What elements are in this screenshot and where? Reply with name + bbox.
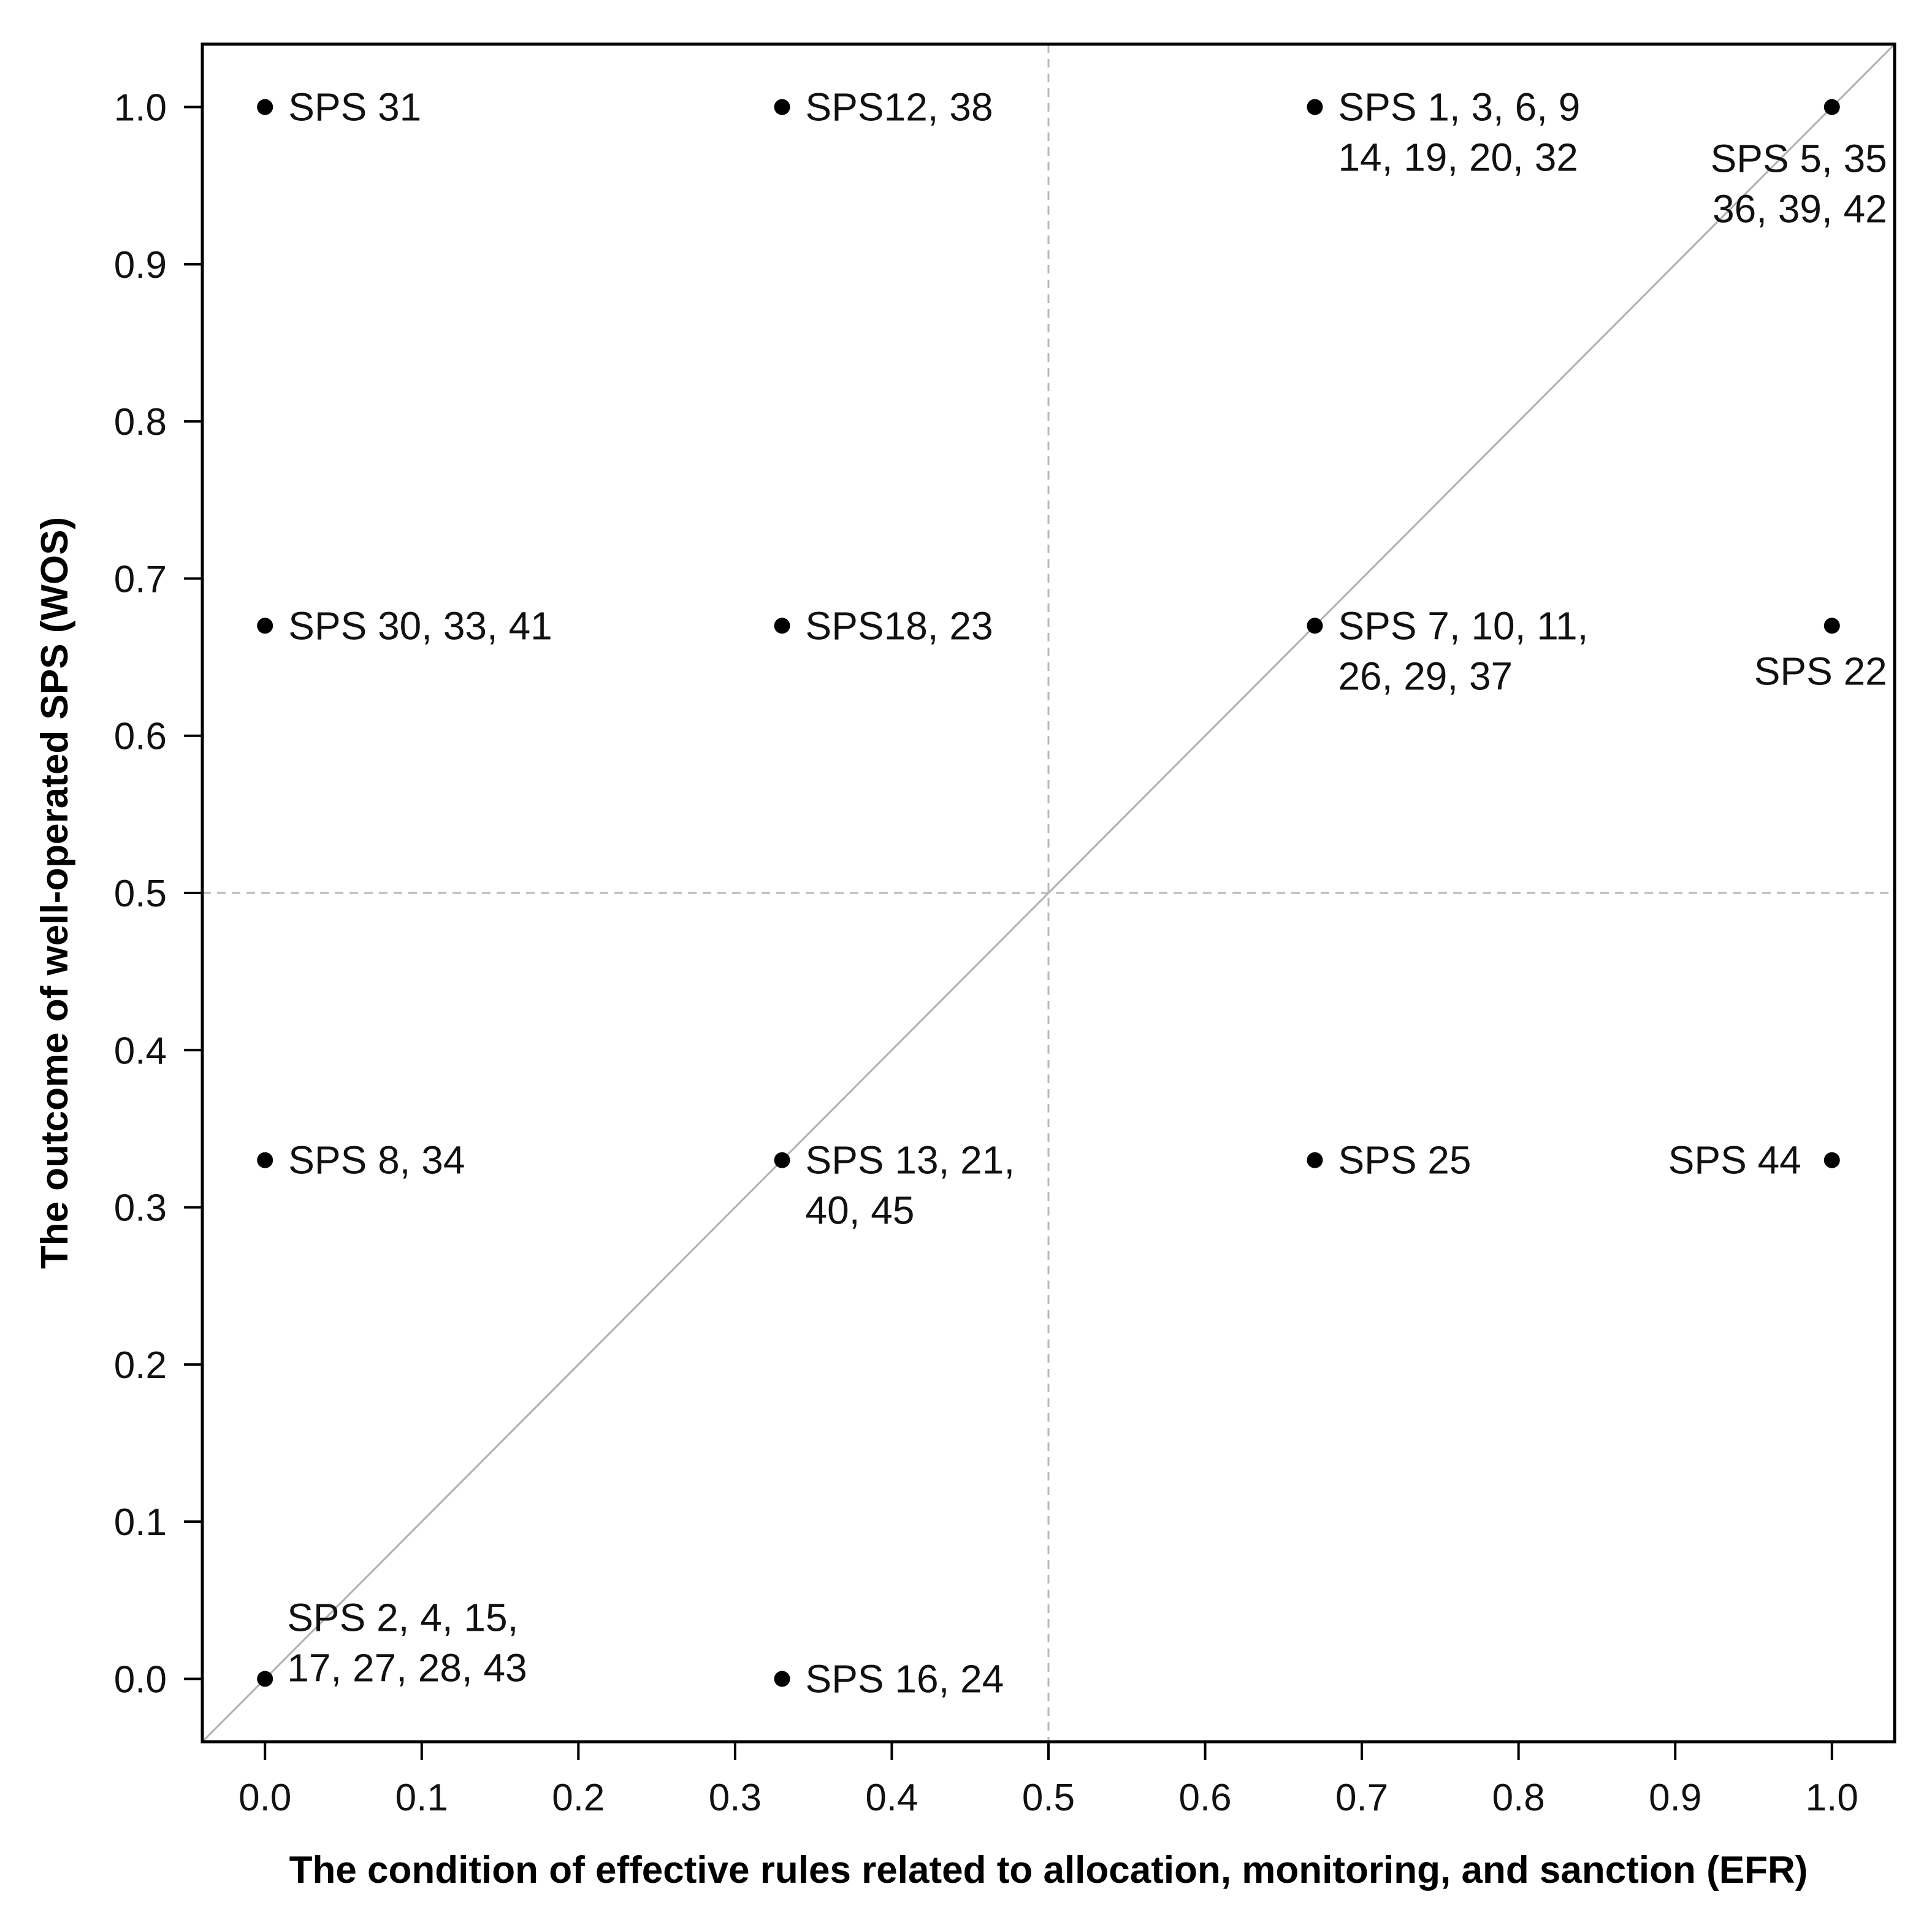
x-tick-label: 0.2 bbox=[552, 1777, 605, 1819]
data-point-label: SPS 7, 10, 11, 26, 29, 37 bbox=[1338, 603, 1588, 698]
data-point bbox=[257, 99, 273, 115]
y-tick-label: 1.0 bbox=[114, 87, 167, 129]
data-point-label-line: SPS 13, 21, bbox=[806, 1138, 1015, 1182]
data-point-label: SPS 30, 33, 41 bbox=[288, 603, 552, 648]
x-tick-label: 0.4 bbox=[865, 1777, 918, 1819]
x-tick-label: 0.5 bbox=[1022, 1777, 1075, 1819]
data-point-label: SPS 1, 3, 6, 9 14, 19, 20, 32 bbox=[1338, 85, 1580, 180]
data-point-label: SPS 25 bbox=[1338, 1138, 1471, 1182]
y-tick-label: 0.1 bbox=[114, 1501, 167, 1544]
y-tick-label: 0.2 bbox=[114, 1344, 167, 1387]
y-axis-title: The outcome of well-operated SPS (WOS) bbox=[34, 517, 76, 1269]
data-point-label-line: 17, 27, 28, 43 bbox=[287, 1645, 527, 1690]
y-tick-label: 0.8 bbox=[114, 401, 167, 443]
y-tick-label: 0.7 bbox=[114, 558, 167, 600]
data-point bbox=[774, 99, 790, 115]
data-point bbox=[1307, 99, 1323, 115]
data-point-labels: SPS 31 SPS12, 38 SPS 1, 3, 6, 9 14, 19, 20,… bbox=[287, 85, 1887, 1701]
data-point bbox=[257, 1671, 273, 1687]
data-point-label-line: SPS 44 bbox=[1668, 1138, 1801, 1182]
data-point bbox=[257, 618, 273, 634]
x-tick-label: 0.7 bbox=[1335, 1777, 1388, 1819]
data-point bbox=[257, 1152, 273, 1168]
y-tick-label: 0.9 bbox=[114, 244, 167, 286]
data-point bbox=[1307, 618, 1323, 634]
x-tick-label: 0.0 bbox=[239, 1777, 291, 1819]
data-point bbox=[1307, 1152, 1323, 1168]
data-point-label-line: 36, 39, 42 bbox=[1712, 187, 1887, 231]
y-tick-label: 0.4 bbox=[114, 1030, 167, 1072]
data-point-label-line: SPS 8, 34 bbox=[288, 1138, 465, 1182]
data-point-label: SPS12, 38 bbox=[806, 85, 993, 129]
x-tick-label: 1.0 bbox=[1806, 1777, 1858, 1819]
data-point-label: SPS 44 bbox=[1668, 1138, 1801, 1182]
x-tick-label: 0.9 bbox=[1649, 1777, 1701, 1819]
data-point bbox=[774, 1152, 790, 1168]
data-point-label: SPS18, 23 bbox=[806, 603, 993, 648]
y-tick-label: 0.6 bbox=[114, 716, 167, 758]
axes: 0.0 0.1 0.2 0.3 0.4 0.5 0.6 0.7 0.8 0.9 1.0 0.0 0.1 0… bbox=[114, 87, 1858, 1819]
plot-frame bbox=[200, 42, 1896, 1744]
data-points bbox=[257, 99, 1840, 1687]
data-point-label-line: SPS 25 bbox=[1338, 1138, 1471, 1182]
data-point-label: SPS 31 bbox=[288, 85, 421, 129]
data-point-label-line: SPS 7, 10, 11, bbox=[1338, 603, 1588, 648]
data-point-label: SPS 22 bbox=[1754, 649, 1887, 693]
data-point-label-line: 14, 19, 20, 32 bbox=[1338, 136, 1578, 180]
data-point-label: SPS 2, 4, 15, 17, 27, 28, 43 bbox=[287, 1595, 527, 1690]
data-point-label-line: SPS12, 38 bbox=[806, 85, 993, 129]
y-tick-label: 0.5 bbox=[114, 873, 167, 915]
data-point-label-line: SPS 31 bbox=[288, 85, 421, 129]
data-point-label-line: SPS 22 bbox=[1754, 649, 1887, 693]
x-tick-label: 0.1 bbox=[395, 1777, 448, 1819]
x-tick-label: 0.3 bbox=[709, 1777, 762, 1819]
x-tick-label: 0.8 bbox=[1492, 1777, 1545, 1819]
data-point bbox=[1823, 618, 1840, 634]
y-tick-label: 0.3 bbox=[114, 1187, 167, 1230]
data-point-label: SPS 13, 21, 40, 45 bbox=[806, 1138, 1015, 1233]
x-axis-title: The condition of effective rules related… bbox=[289, 1849, 1808, 1891]
data-point-label-line: SPS 2, 4, 15, bbox=[287, 1595, 518, 1639]
data-point-label-line: SPS 30, 33, 41 bbox=[288, 603, 552, 648]
data-point-label: SPS 5, 35 36, 39, 42 bbox=[1711, 137, 1887, 231]
reference-lines bbox=[201, 43, 1896, 1743]
data-point bbox=[1823, 99, 1840, 115]
data-point-label-line: SPS 1, 3, 6, 9 bbox=[1338, 85, 1580, 129]
data-point-label: SPS 16, 24 bbox=[806, 1656, 1004, 1701]
data-point-label-line: SPS18, 23 bbox=[806, 603, 993, 648]
data-point-label-line: 40, 45 bbox=[806, 1189, 915, 1233]
data-point-label-line: SPS 16, 24 bbox=[806, 1656, 1004, 1701]
data-point-label: SPS 8, 34 bbox=[288, 1138, 465, 1182]
data-point-label-line: 26, 29, 37 bbox=[1338, 654, 1513, 698]
data-point bbox=[774, 1671, 790, 1687]
data-point bbox=[774, 618, 790, 634]
y-tick-label: 0.0 bbox=[114, 1658, 167, 1701]
data-point-label-line: SPS 5, 35 bbox=[1711, 137, 1887, 181]
data-point bbox=[1823, 1152, 1840, 1168]
x-tick-label: 0.6 bbox=[1178, 1777, 1231, 1819]
